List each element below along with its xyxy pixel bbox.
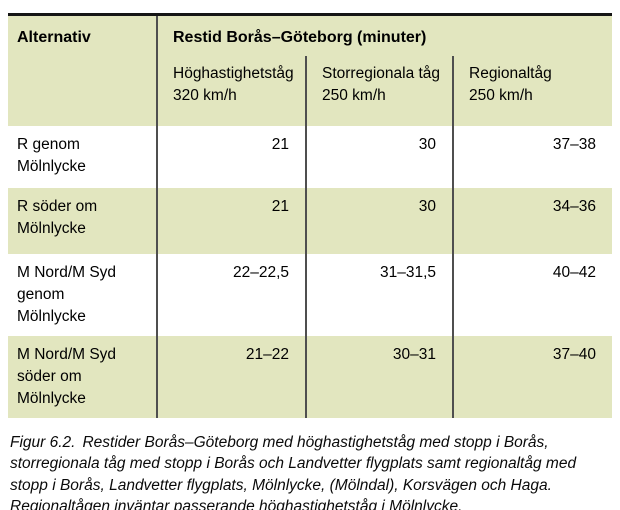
- cell-value: 30: [305, 187, 453, 254]
- figure-caption-label: Figur 6.2.: [10, 433, 76, 451]
- cell-value: 34–36: [451, 187, 613, 254]
- table-row: M Nord/M Syd söder om Mölnlycke 21–22 30…: [8, 335, 613, 418]
- cell-value: 30–31: [305, 335, 453, 418]
- table-row: R genom Mölnlycke 21 30 37–38: [8, 125, 613, 188]
- cell-value: 21: [271, 135, 289, 153]
- cell-value: 37–38: [451, 125, 613, 188]
- row-label: R söder om Mölnlycke: [8, 187, 158, 254]
- table-header-row: Alternativ Restid Borås–Göteborg (minute…: [8, 14, 613, 126]
- row-label: R genom Mölnlycke: [8, 125, 158, 188]
- cell-value: 31–31,5: [305, 253, 453, 336]
- table-subheader-row: Höghastighetståg 320 km/h Storregionala …: [8, 55, 613, 126]
- travel-time-table: Alternativ Restid Borås–Göteborg (minute…: [8, 13, 613, 418]
- cell-value: 30: [305, 125, 453, 188]
- figure-caption: Figur 6.2. Restider Borås–Göteborg med hö…: [10, 432, 616, 510]
- row-label: M Nord/M Syd söder om Mölnlycke: [8, 335, 158, 418]
- figure-caption-text: Restider Borås–Göteborg med höghastighet…: [10, 433, 577, 510]
- column-header-alternativ: Alternativ: [8, 14, 158, 126]
- column-header-hoghastighetstag: Höghastighetståg 320 km/h: [157, 55, 306, 126]
- cell-value: 40–42: [451, 253, 613, 336]
- merged-header-restid: Restid Borås–Göteborg (minuter): [157, 14, 613, 56]
- row-label: M Nord/M Syd genom Mölnlycke: [8, 253, 158, 336]
- column-header-regionaltag: Regionaltåg 250 km/h: [451, 55, 613, 126]
- cell-value: 37–40: [451, 335, 613, 418]
- cell-value: 21: [157, 187, 306, 254]
- cell-value: 22–22,5: [232, 263, 289, 281]
- cell-value: 21–22: [157, 335, 306, 418]
- table-row: M Nord/M Syd genom Mölnlycke 22–22,5 31–…: [8, 253, 613, 336]
- column-header-storregionala: Storregionala tåg 250 km/h: [305, 55, 453, 126]
- table-row: R söder om Mölnlycke 21 30 34–36: [8, 187, 613, 254]
